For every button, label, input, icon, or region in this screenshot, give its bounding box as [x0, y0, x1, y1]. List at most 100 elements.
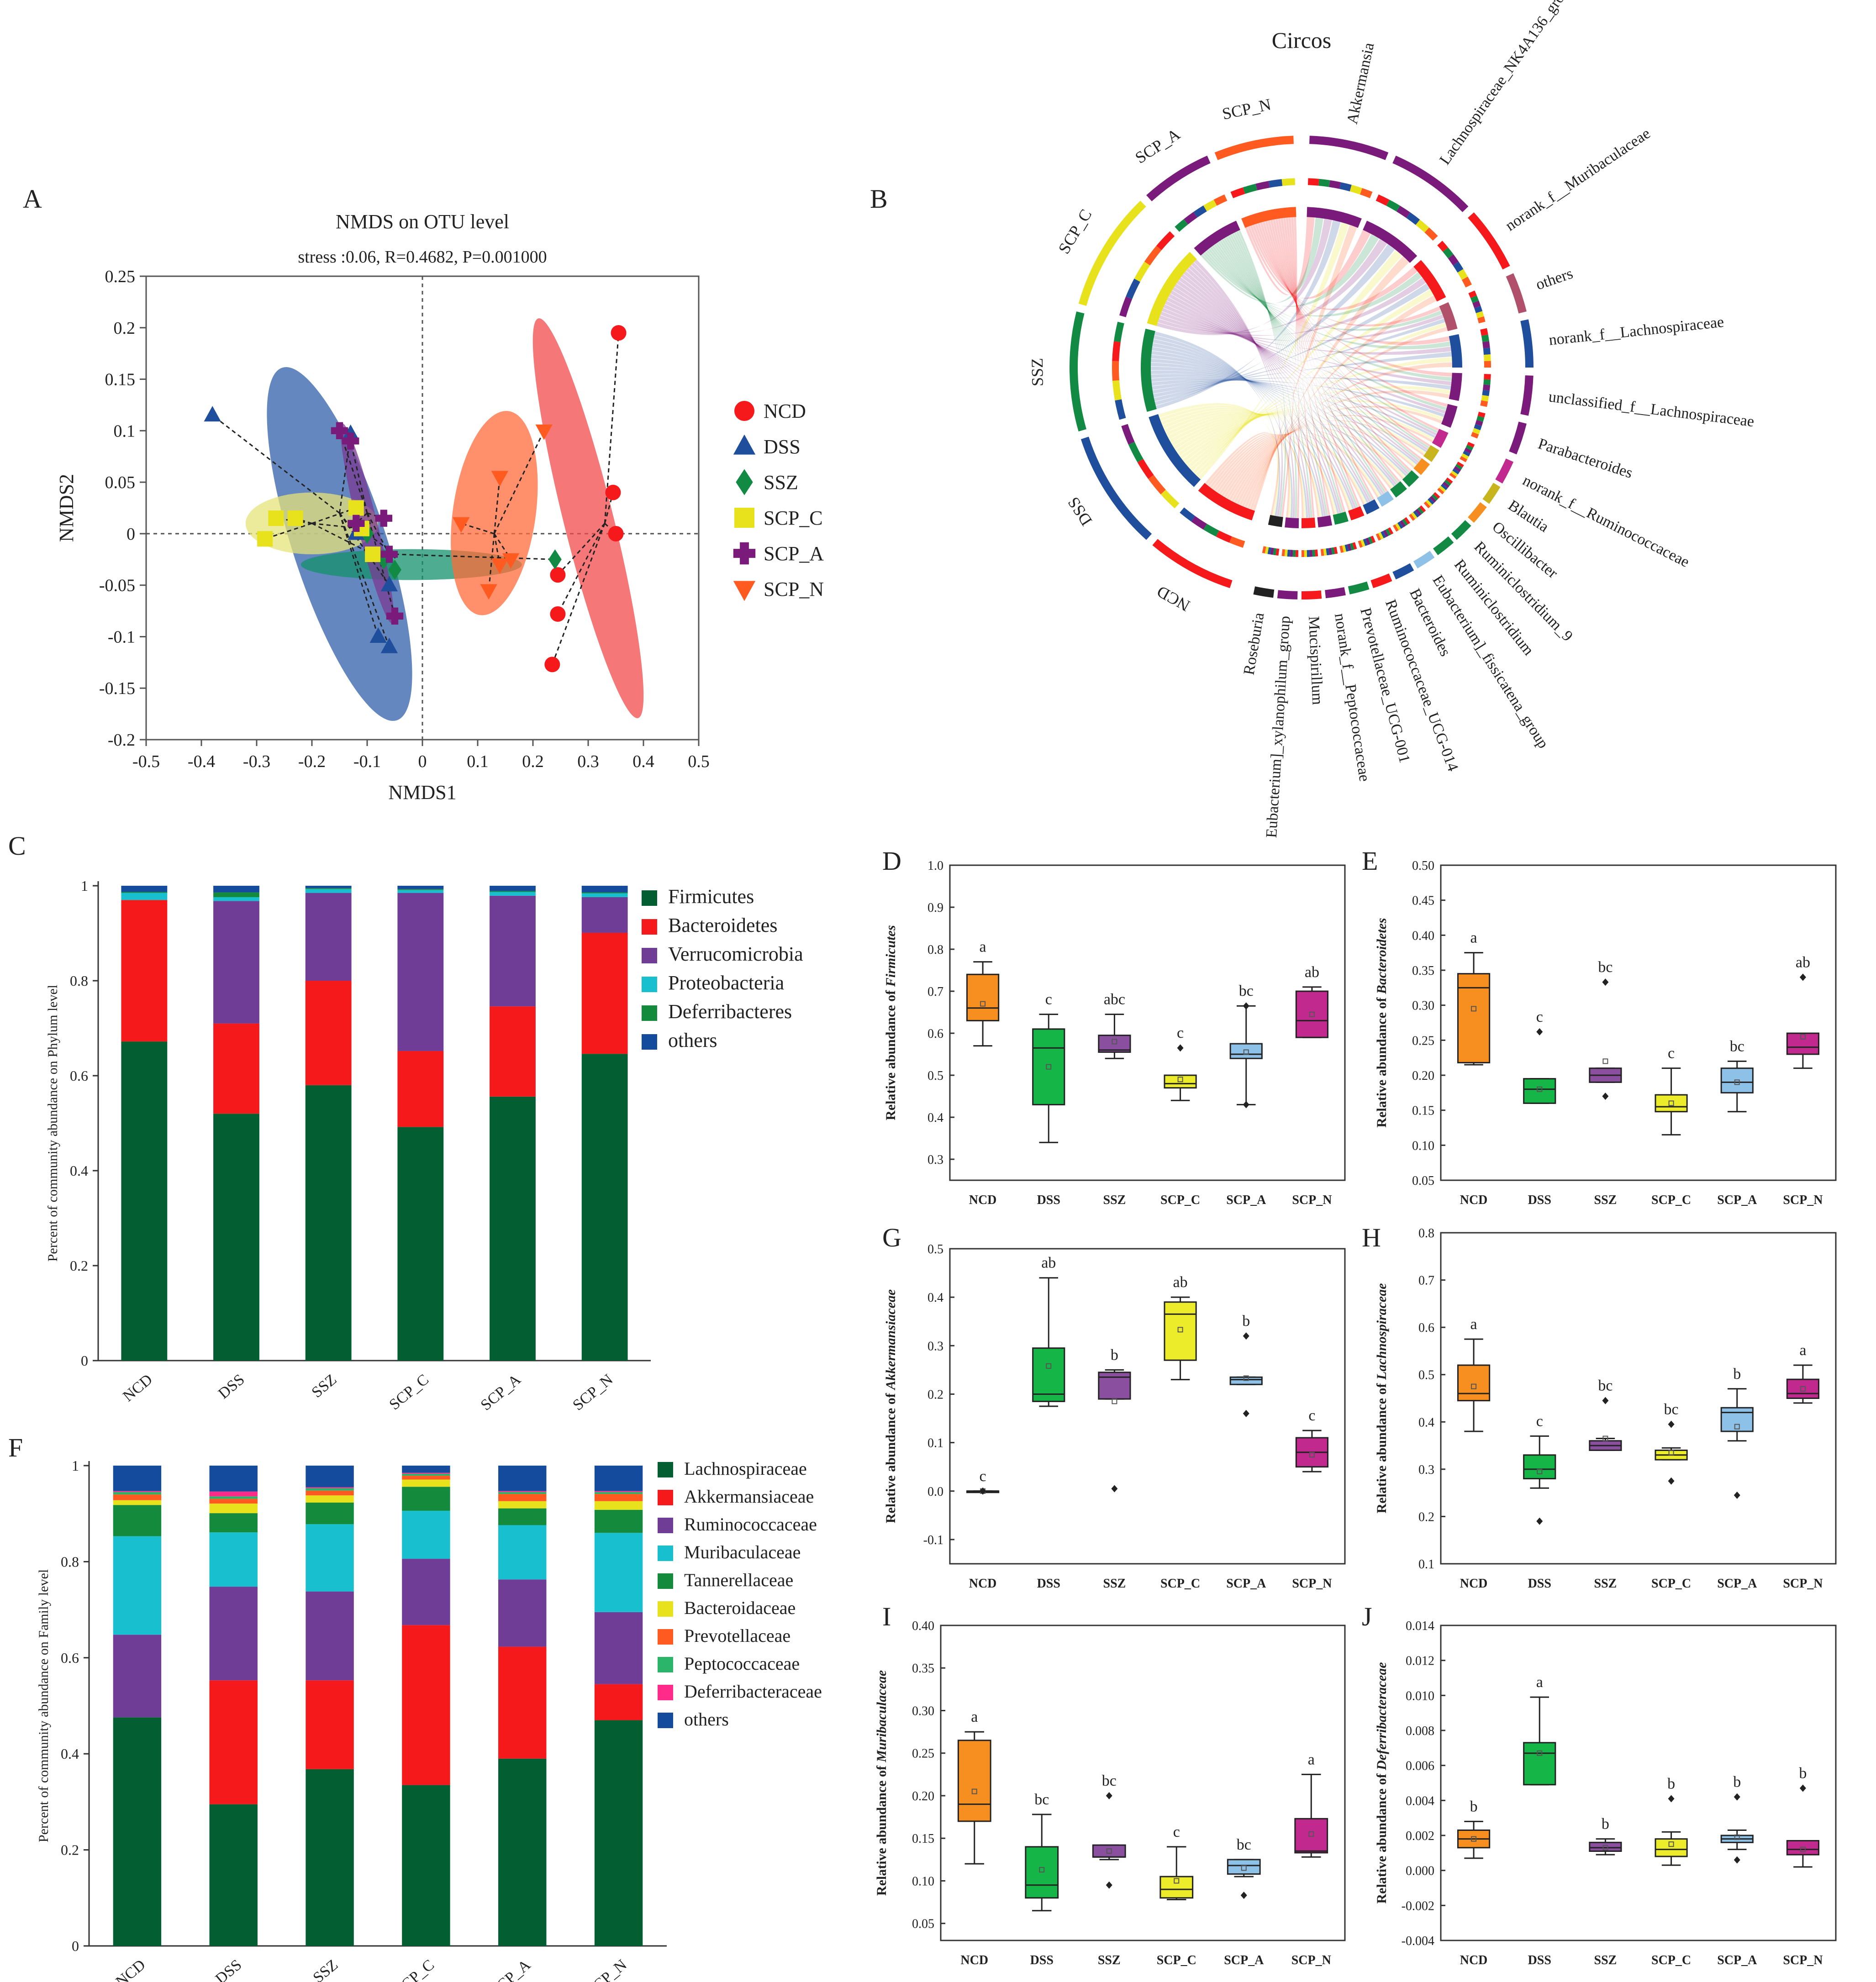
legend-marker-scp_c: [734, 508, 754, 528]
sample-arc-segment: [1114, 321, 1124, 342]
bar-segment-others: [121, 886, 168, 892]
taxon-arc-segment: [1463, 450, 1470, 457]
y-tick-label: 0.4: [61, 1745, 79, 1762]
bar-segment-deferribacteraceae: [594, 1491, 643, 1492]
data-point-dss: [342, 424, 359, 440]
spider-line: [212, 415, 340, 514]
taxon-arc-segment: [1290, 550, 1293, 557]
circos-ribbon: [1195, 250, 1402, 477]
y-tick-label: 0.2: [61, 1842, 79, 1858]
bar-segment-muribaculaceae: [209, 1532, 258, 1587]
taxon-arc-segment: [1431, 494, 1439, 501]
plot-frame: [949, 864, 1346, 1181]
outlier-point: [1734, 1856, 1740, 1864]
bar-segment-peptococcaceae: [402, 1473, 450, 1476]
x-tick-label: SCP_A: [1226, 1577, 1266, 1591]
spider-line: [355, 512, 368, 524]
taxon-arc-segment: [1474, 424, 1482, 431]
taxon-arc-segment: [1275, 548, 1280, 556]
taxon-arc-segment: [1423, 501, 1431, 509]
outlier-point: [1240, 1892, 1247, 1899]
sample-label: SSZ: [1028, 358, 1047, 387]
significance-letter: ab: [1173, 1274, 1188, 1291]
taxon-arc-inner: [1449, 334, 1462, 368]
bar-segment-others: [594, 1466, 643, 1491]
sample-arc-inner: [1147, 252, 1197, 326]
mean-marker: [1106, 1848, 1112, 1854]
circos-ribbon: [1231, 420, 1425, 502]
bar-segment-lachnospiraceae: [594, 1720, 643, 1946]
data-point-scp_n: [502, 553, 520, 569]
taxon-arc-segment: [1342, 545, 1347, 552]
bar-segment-ruminococcaceae: [113, 1635, 162, 1718]
y-tick-label: 0.7: [1418, 1274, 1434, 1288]
outlier-point: [1602, 1397, 1609, 1404]
x-tick-label: SCP_A: [1224, 1953, 1264, 1967]
taxon-arc-segment: [1460, 456, 1467, 463]
bar-segment-lachnospiraceae: [306, 1769, 354, 1946]
x-tick-label: 0.1: [467, 752, 489, 771]
bar-segment-tannerellaceae: [594, 1509, 643, 1533]
taxon-arc-inner: [1285, 517, 1299, 528]
bar-segment-deferribacteres: [213, 892, 259, 897]
taxon-arc-inner: [1317, 515, 1333, 528]
spider-line: [493, 477, 501, 534]
taxon-arc-segment: [1292, 550, 1296, 557]
legend-label: Firmicutes: [668, 885, 754, 908]
x-tick-label: 0.5: [688, 752, 710, 771]
box-panel-e: 0.05 0.10 0.15 0.20 0.25 0.30 0.35 0.40 0.45 0.50…: [1374, 859, 1837, 1207]
taxon-arc-outer: [1370, 573, 1392, 589]
bar-segment-deferribacteres: [121, 892, 168, 893]
panel-letter-d: D: [882, 846, 901, 876]
outlier-point: [1799, 1784, 1806, 1792]
data-point-scp_n: [491, 558, 509, 574]
bar-segment-others: [498, 1466, 547, 1491]
legend-swatch-ruminococcaceae: [658, 1518, 673, 1533]
taxon-arc-outer: [1392, 155, 1469, 212]
bar-segment-others: [305, 886, 352, 888]
chart-subtitle: stress :0.06, R=0.4682, P=0.001000: [298, 247, 547, 267]
taxon-arc-segment: [1370, 536, 1376, 543]
bar-segment-akkermansiaceae: [209, 1680, 258, 1804]
box-scp_a: [1720, 1067, 1754, 1094]
y-tick-label: 1.0: [927, 859, 943, 873]
significance-letter: c: [980, 1468, 986, 1485]
taxon-arc-segment: [1448, 254, 1459, 266]
x-tick-label: DSS: [1037, 1577, 1060, 1591]
legend-swatch-bacteroidaceae: [658, 1601, 673, 1617]
significance-letter: b: [1667, 1776, 1675, 1793]
y-tick-label: 0.4: [927, 1111, 943, 1125]
taxon-arc-segment: [1415, 509, 1422, 516]
x-tick-label: 0.3: [577, 752, 599, 771]
bar-segment-prevotellaceae: [402, 1476, 450, 1480]
taxon-arc-segment: [1404, 517, 1411, 525]
data-point-scp_n: [491, 471, 509, 487]
bar-segment-bacteroidaceae: [306, 1495, 354, 1503]
sample-arc-segment: [1112, 361, 1119, 381]
significance-letter: c: [1045, 991, 1052, 1008]
taxon-arc-segment: [1409, 514, 1415, 521]
bar-segment-proteobacteria: [490, 892, 536, 896]
x-tick-label: SCP_N: [1292, 1193, 1332, 1207]
bar-segment-tannerellaceae: [113, 1505, 162, 1536]
bar-segment-bacteroidetes: [121, 900, 168, 1042]
taxon-arc-segment: [1402, 518, 1408, 526]
circos-ribbon: [1192, 289, 1433, 474]
x-tick-label: NCD: [969, 1577, 997, 1591]
y-tick-label: 0.15: [912, 1832, 934, 1846]
sample-arc-segment: [1180, 507, 1196, 522]
y-tick-label: 0.5: [927, 1069, 943, 1083]
taxon-arc-segment: [1395, 523, 1401, 531]
sample-arc-segment: [1213, 194, 1228, 206]
circos-ribbon: [1170, 290, 1419, 463]
taxon-arc-segment: [1461, 276, 1472, 288]
legend-label: Deferribacteraceae: [684, 1681, 822, 1702]
y-tick-label: 0.10: [1412, 1139, 1434, 1153]
legend-label: others: [684, 1709, 729, 1730]
outlier-point: [1602, 978, 1609, 986]
plot-frame: [940, 1625, 1346, 1941]
bar-segment-others: [402, 1466, 450, 1473]
taxon-arc-segment: [1352, 542, 1357, 550]
bar-segment-prevotellaceae: [306, 1490, 354, 1496]
bar-segment-firmicutes: [490, 1096, 536, 1361]
